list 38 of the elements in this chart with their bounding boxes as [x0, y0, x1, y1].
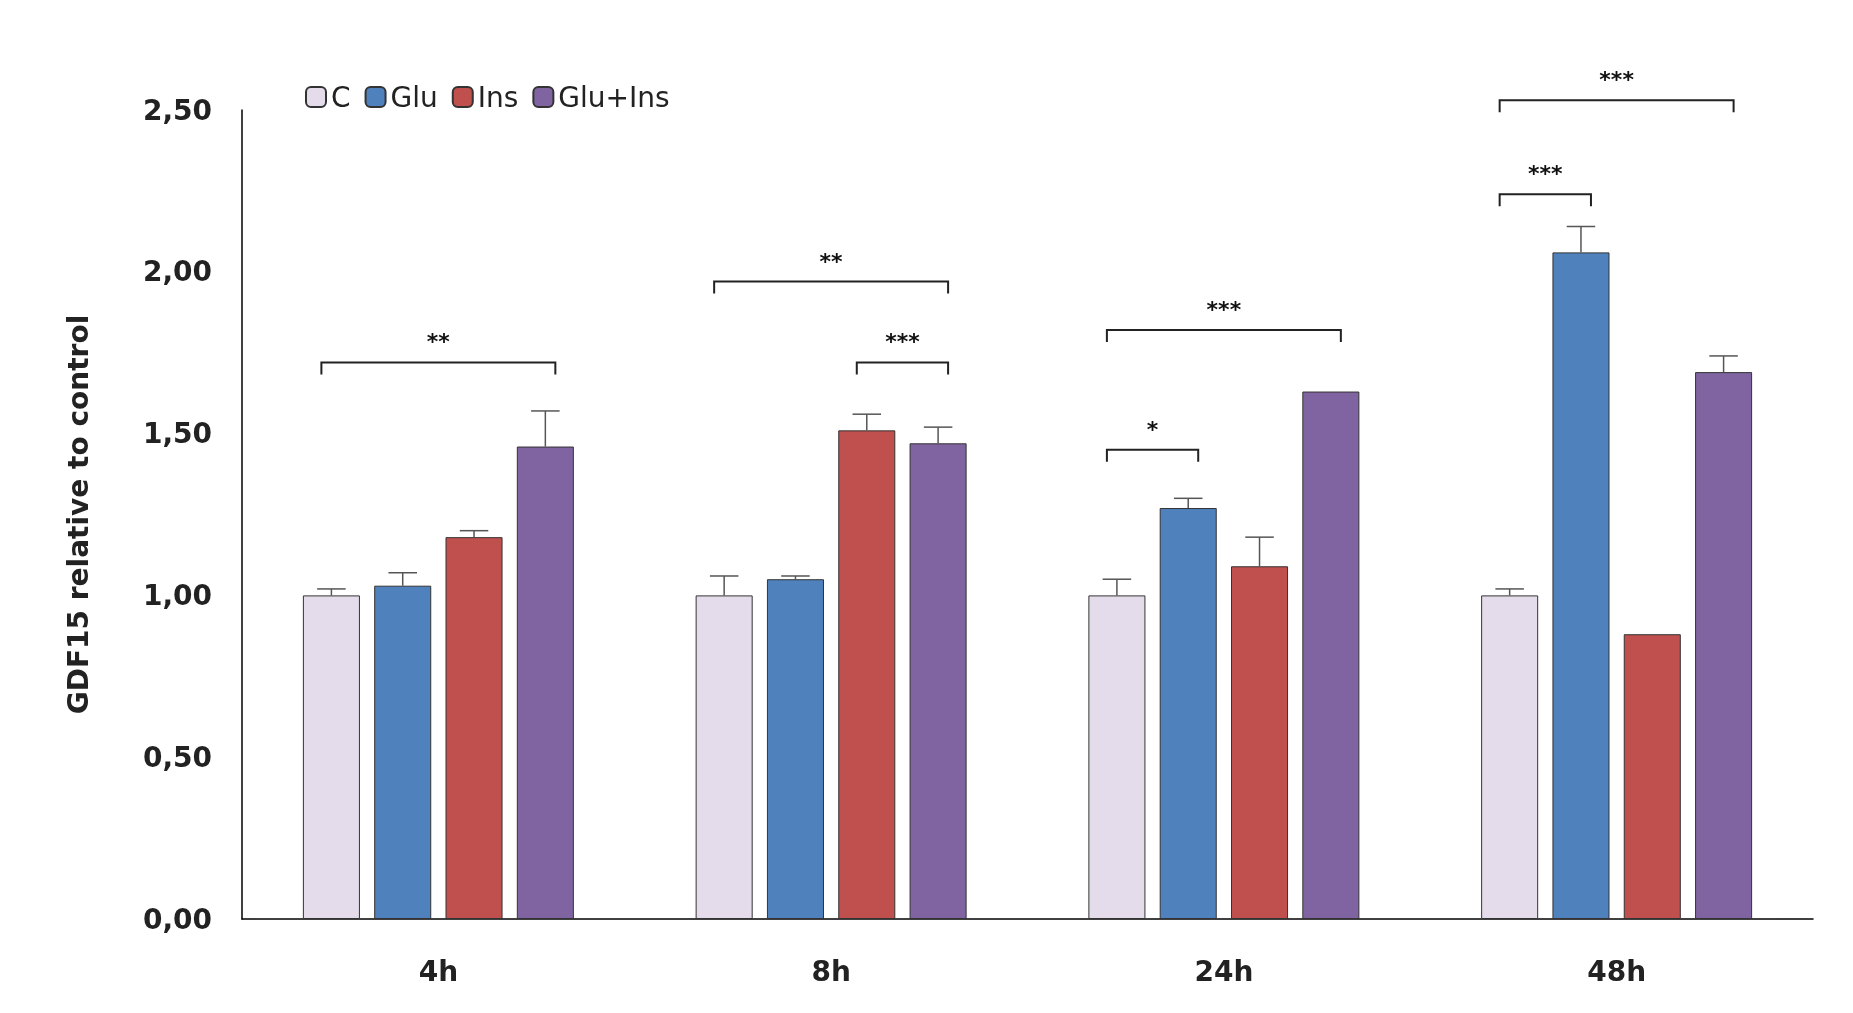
bar [909, 443, 967, 919]
bar [766, 579, 824, 919]
bar [445, 537, 503, 919]
bar [516, 446, 574, 919]
y-tick-label: 2,00 [142, 255, 212, 289]
bar [374, 585, 432, 919]
x-tick-label: 24h [1194, 954, 1254, 988]
y-tick-label: 1,50 [142, 417, 212, 451]
annotation: *** [1206, 297, 1242, 323]
bar [1159, 508, 1217, 919]
bar [1695, 372, 1753, 919]
y-axis-title: GDF15 relative to control [61, 314, 95, 715]
y-tick-label: 0,50 [142, 740, 212, 774]
y-tick-label: 2,50 [142, 93, 212, 127]
legend-label: Ins [477, 80, 519, 114]
legend-label: Glu+Ins [558, 80, 670, 114]
legend-label: Glu [390, 80, 438, 114]
bar [1088, 595, 1146, 919]
x-tick-label: 48h [1587, 954, 1647, 988]
x-tick-label: 4h [418, 954, 459, 988]
text: *** [1599, 67, 1634, 93]
bar [1231, 566, 1289, 919]
bar [695, 595, 753, 919]
bar [1302, 391, 1360, 919]
x-tick-label: 8h [811, 954, 851, 988]
y-tick-label: 0,00 [142, 902, 212, 936]
annotation: * [1146, 416, 1159, 442]
annotation: *** [1528, 161, 1563, 187]
bar [302, 595, 360, 919]
annotation: ** [426, 329, 450, 355]
annotation: ** [819, 248, 843, 274]
annotation: *** [885, 329, 920, 355]
legend-label: C [331, 80, 351, 114]
y-tick-label: 1,00 [142, 578, 212, 612]
bar [1481, 595, 1539, 919]
bar [1623, 634, 1681, 919]
bar [1552, 252, 1610, 919]
bar [838, 430, 896, 919]
